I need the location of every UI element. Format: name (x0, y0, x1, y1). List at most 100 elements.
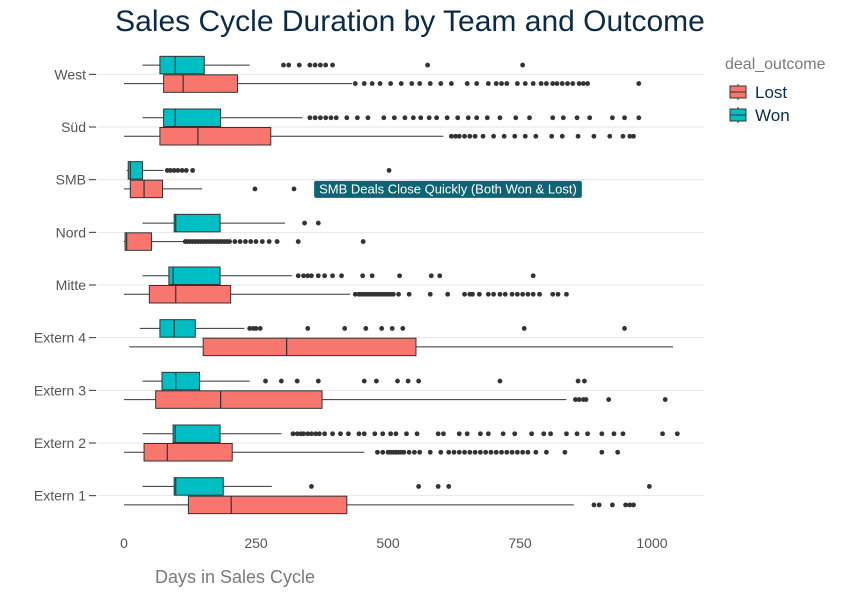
outlier-point (500, 431, 506, 437)
outlier-point (509, 449, 515, 455)
outlier-point (412, 449, 417, 455)
outlier-point (290, 431, 296, 437)
outlier-point (512, 133, 518, 139)
outlier-point (585, 431, 590, 437)
outlier-point (478, 449, 483, 455)
outlier-point (599, 431, 605, 437)
outlier-point (607, 133, 613, 139)
box-iqr (161, 371, 201, 391)
y-tick-label: Extern 3 (34, 382, 86, 398)
box-iqr (129, 179, 164, 199)
outlier-point (397, 273, 403, 279)
x-axis: 0 250 500 750 1000 (120, 535, 668, 551)
outlier-point (427, 449, 433, 455)
outlier-point (497, 291, 503, 297)
outlier-point (485, 431, 491, 437)
outlier-point (513, 115, 519, 121)
outlier-point (453, 133, 458, 139)
outlier-point (390, 291, 396, 297)
outlier-point (416, 378, 422, 384)
outlier-point (322, 273, 328, 279)
outlier-point (416, 484, 422, 489)
outlier-point (472, 133, 478, 139)
outlier-point (406, 291, 412, 297)
outlier-point (354, 115, 360, 121)
outlier-point (309, 431, 314, 437)
outlier-point (636, 81, 642, 86)
outlier-point (520, 62, 526, 68)
box-iqr (159, 55, 205, 75)
x-tick-label: 1000 (636, 535, 667, 551)
outlier-point (520, 291, 526, 297)
outlier-point (480, 133, 486, 139)
outlier-point (307, 62, 313, 68)
outlier-point (502, 291, 508, 297)
outlier-point (493, 449, 499, 455)
outlier-point (509, 291, 515, 297)
outlier-point (363, 326, 369, 331)
box-lost (129, 337, 674, 357)
outlier-point (302, 220, 307, 226)
x-tick-label: 0 (120, 535, 128, 551)
outlier-point (315, 220, 321, 226)
outlier-point (514, 81, 520, 86)
outlier-point (491, 133, 496, 139)
outlier-point (620, 431, 626, 437)
outlier-point (406, 449, 412, 455)
outlier-point (305, 273, 311, 279)
outlier-point (427, 291, 433, 297)
box-plots (124, 55, 680, 515)
outlier-point (247, 326, 253, 331)
outlier-point (333, 115, 339, 121)
outlier-point (476, 291, 482, 297)
box-iqr (168, 266, 221, 285)
outlier-point (338, 431, 343, 437)
outlier-point (660, 431, 665, 437)
outlier-point (318, 115, 323, 121)
outlier-point (369, 81, 375, 86)
outlier-point (467, 449, 473, 455)
outlier-point (365, 115, 371, 121)
outlier-point (309, 273, 314, 279)
box-iqr (124, 232, 152, 251)
outlier-point (467, 133, 473, 139)
outlier-point (323, 62, 329, 68)
outlier-point (227, 239, 233, 244)
outlier-point (580, 81, 586, 86)
outlier-point (464, 431, 470, 437)
box-iqr (148, 285, 232, 304)
box-won (142, 477, 652, 496)
box-iqr (159, 127, 272, 146)
outlier-point (312, 62, 318, 68)
outlier-point (391, 115, 397, 121)
outlier-point (582, 378, 587, 384)
outlier-point (352, 291, 358, 297)
outlier-point (483, 449, 489, 455)
outlier-point (401, 449, 407, 455)
outlier-point (591, 133, 597, 139)
outlier-point (620, 133, 626, 139)
outlier-point (386, 168, 392, 173)
outlier-point (559, 81, 565, 86)
legend-label: Lost (755, 83, 787, 102)
outlier-point (294, 431, 300, 437)
outlier-point (662, 397, 668, 402)
outlier-point (352, 81, 358, 86)
outlier-point (448, 81, 454, 86)
outlier-point (585, 81, 590, 86)
outlier-point (497, 378, 503, 384)
outlier-point (381, 115, 387, 121)
outlier-point (369, 273, 375, 279)
outlier-point (361, 81, 367, 86)
y-tick-label: West (54, 66, 86, 82)
box-iqr (173, 213, 221, 233)
outlier-point (315, 273, 321, 279)
outlier-point (575, 133, 581, 139)
outlier-point (360, 273, 366, 279)
outlier-point (610, 502, 615, 508)
box-iqr (163, 74, 239, 93)
outlier-point (179, 168, 185, 173)
outlier-point (171, 168, 177, 173)
box-iqr (172, 424, 221, 443)
